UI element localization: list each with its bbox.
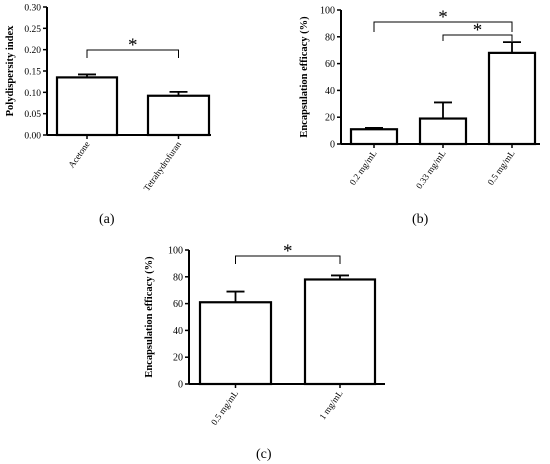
y-tick-label: 40 <box>173 326 183 337</box>
y-tick-label: 0.30 <box>24 4 41 14</box>
significance-bracket <box>442 34 513 41</box>
significance-bracket <box>235 255 341 264</box>
y-tick-label: 0.20 <box>24 46 41 56</box>
bar <box>198 301 273 386</box>
x-tick-label: 0.2 mg/mL <box>348 148 379 187</box>
panel-label-a: (a) <box>99 212 115 227</box>
y-axis-label: Encapsulation efficacy (%) <box>299 16 310 138</box>
bar <box>487 51 537 146</box>
y-tick-label: 0.00 <box>24 132 41 142</box>
y-tick-label: 80 <box>325 32 335 43</box>
panel-label-c: (c) <box>256 447 272 462</box>
bar <box>146 94 211 137</box>
y-tick-label: 100 <box>168 246 183 257</box>
bar <box>55 76 119 137</box>
bar <box>349 128 399 146</box>
y-tick-label: 0.10 <box>24 89 41 99</box>
y-axis-label: Polydispersity index <box>5 25 16 116</box>
y-tick-label: 0.15 <box>24 68 41 78</box>
y-tick-label: 20 <box>173 353 183 364</box>
x-tick-label: Acetone <box>66 139 91 169</box>
y-tick-label: 40 <box>325 86 335 97</box>
x-tick-label: 0.5 mg/mL <box>486 148 517 187</box>
y-axis-label: Encapsulation efficacy (%) <box>144 256 155 378</box>
significance-star: * <box>473 20 483 41</box>
significance-bracket <box>86 49 179 58</box>
y-tick-label: 60 <box>173 299 183 310</box>
significance-bracket <box>373 21 513 32</box>
y-tick-label: 20 <box>325 113 335 124</box>
x-tick-label: Tetrahydrofuran <box>141 139 183 193</box>
bar <box>418 117 468 146</box>
x-tick-label: 0.5 mg/mL <box>209 388 240 427</box>
y-tick-label: 0 <box>178 380 183 391</box>
y-tick-label: 0.05 <box>24 110 41 120</box>
significance-star: * <box>128 35 138 56</box>
y-tick-label: 80 <box>173 272 183 283</box>
y-tick-label: 100 <box>320 6 335 17</box>
y-tick-label: 60 <box>325 59 335 70</box>
bar <box>303 278 377 386</box>
significance-star: * <box>283 241 293 262</box>
chart-b: 0 20 40 60 80 100 Encapsulation efficacy (%) 0.… <box>299 6 540 191</box>
x-tick-label: 0.33 mg/mL <box>414 148 448 190</box>
y-tick-label: 0.25 <box>24 25 41 35</box>
x-tick-label: 1 mg/mL <box>317 388 344 421</box>
panel-label-b: (b) <box>412 212 429 227</box>
y-tick-label: 0 <box>330 140 335 151</box>
chart-a: 0.00 0.05 0.10 0.15 0.20 0.25 0.30 Polydispersi… <box>5 4 211 193</box>
significance-star: * <box>438 7 448 28</box>
chart-c: 0 20 40 60 80 100 Encapsulation efficacy (%) 0.… <box>144 241 385 427</box>
